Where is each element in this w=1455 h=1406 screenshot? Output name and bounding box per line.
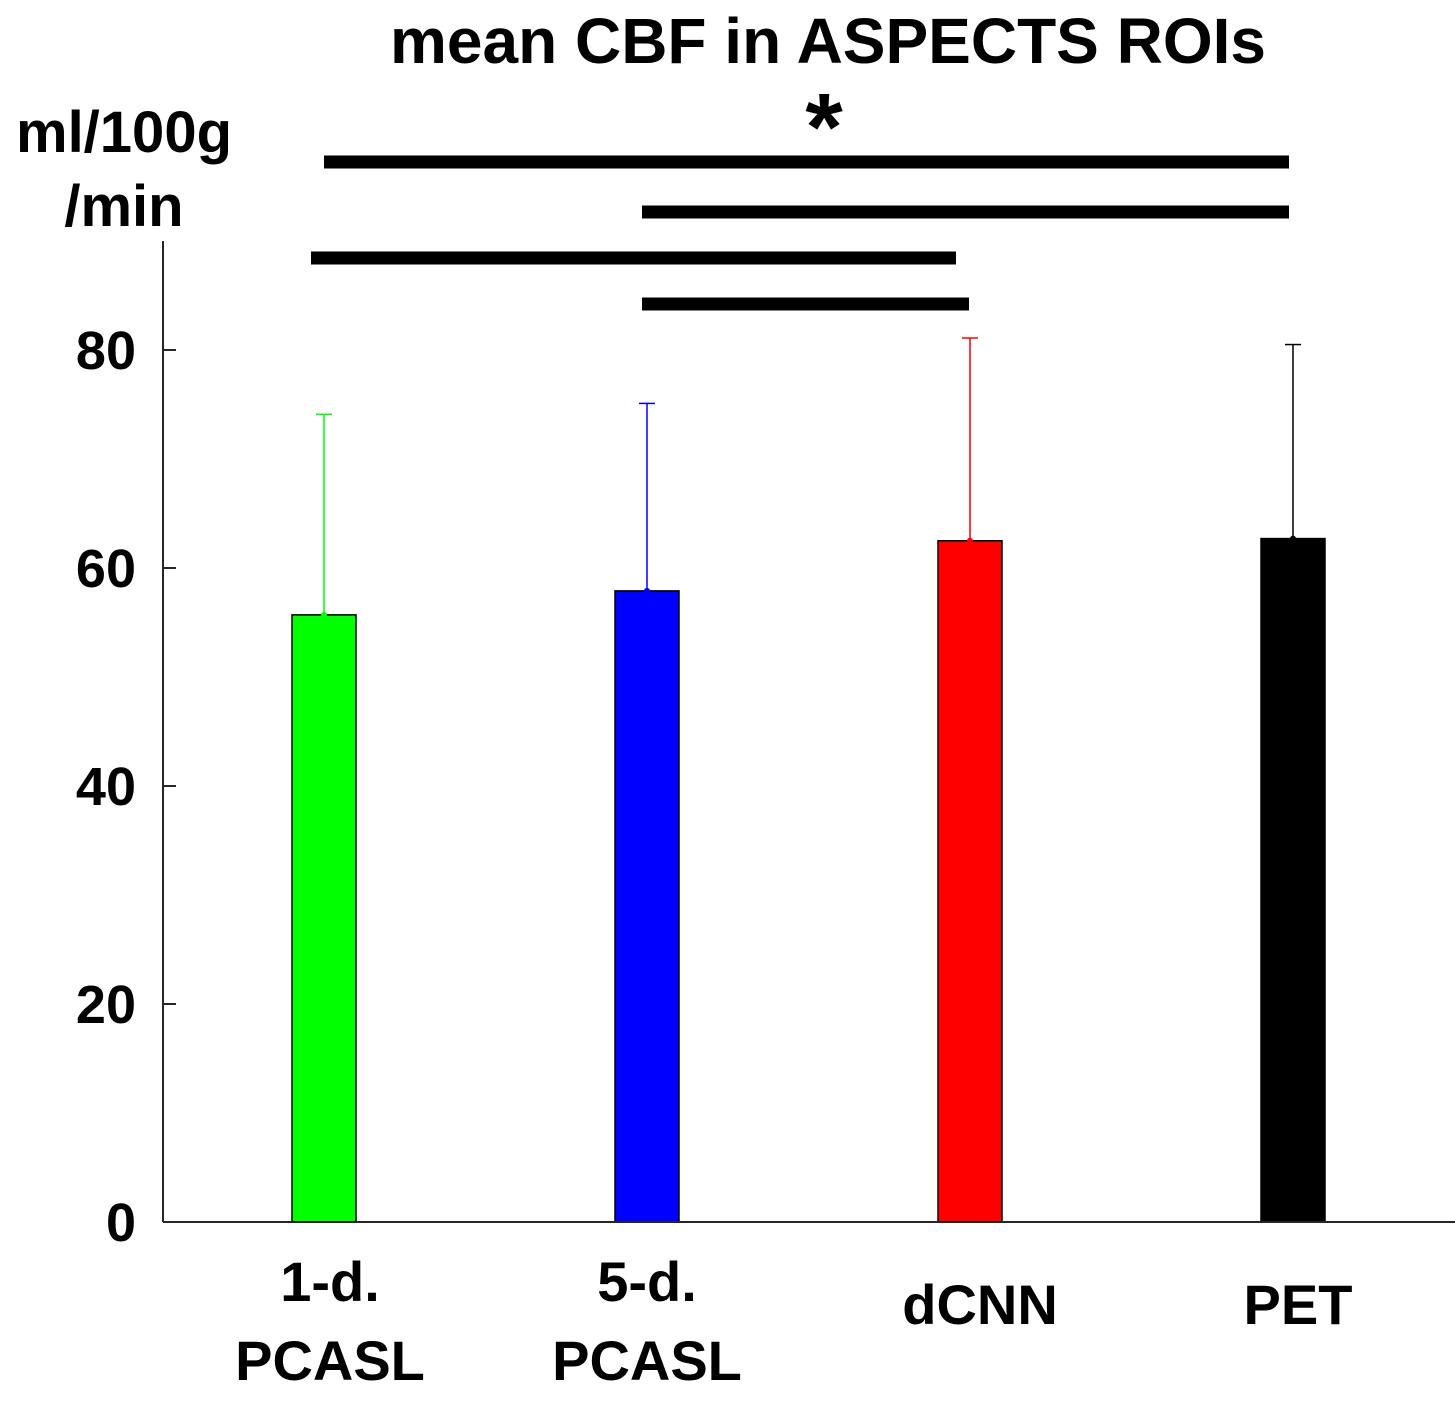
chart-title: mean CBF in ASPECTS ROIs	[390, 5, 1266, 77]
y-tick-label: 0	[106, 1193, 136, 1253]
bar	[937, 540, 1003, 1223]
y-tick-label: 40	[76, 757, 136, 817]
bars	[291, 537, 1326, 1223]
mean-marker	[1290, 535, 1296, 542]
bar	[1260, 537, 1326, 1223]
x-tick-labels: 1-d. PCASL 5-d. PCASL dCNN PET	[235, 1250, 1352, 1392]
x-tick-label: dCNN	[902, 1273, 1058, 1336]
x-tick-label-line2: PCASL	[552, 1329, 742, 1392]
x-tick-label-line1: 5-d.	[597, 1250, 697, 1313]
mean-marker	[644, 587, 650, 594]
bar	[291, 614, 357, 1223]
x-tick-label: PET	[1244, 1273, 1353, 1336]
y-axis-unit-line2: /min	[64, 174, 183, 239]
x-tick-label-line1: 1-d.	[280, 1250, 380, 1313]
y-tick-label: 80	[76, 321, 136, 381]
y-tick-label: 20	[76, 975, 136, 1035]
mean-marker	[967, 537, 973, 544]
bar	[614, 590, 680, 1223]
y-axis-unit-line1: ml/100g	[16, 100, 232, 165]
x-tick-label-line2: PCASL	[235, 1329, 425, 1392]
mean-marker	[321, 611, 327, 618]
y-ticks: 0 20 40 60 80	[76, 321, 176, 1253]
significance-lines	[311, 155, 1289, 311]
y-tick-label: 60	[76, 539, 136, 599]
error-bars	[316, 337, 1301, 618]
